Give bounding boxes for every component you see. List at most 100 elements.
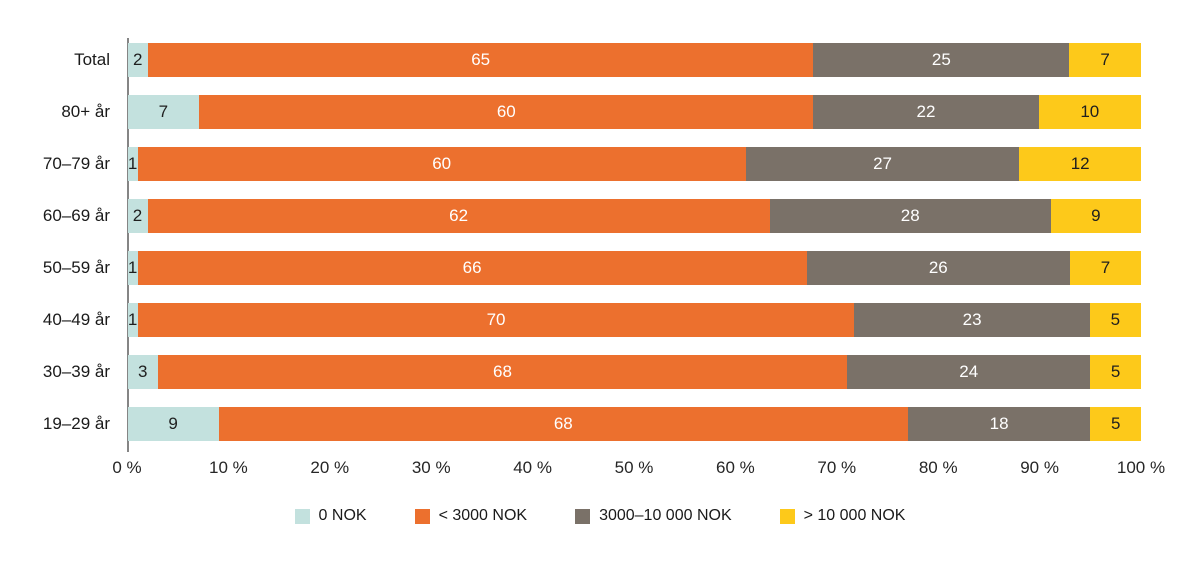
segment-value: 10 bbox=[1080, 102, 1100, 121]
segment-value: 28 bbox=[900, 206, 920, 225]
stacked-bar: 1 66 26 7 bbox=[127, 251, 1141, 285]
segment-0-nok: 3 bbox=[127, 355, 158, 389]
segment-value: 1 bbox=[127, 154, 138, 173]
x-tick-label: 20 % bbox=[310, 458, 350, 477]
segment-lt-3000-nok: 62 bbox=[147, 199, 770, 233]
segment-gt-10000-nok: 9 bbox=[1050, 199, 1141, 233]
segment-value: 9 bbox=[1091, 206, 1101, 225]
segment-value: 22 bbox=[916, 102, 936, 121]
legend-item-0-nok: 0 NOK bbox=[294, 507, 367, 525]
segment-gt-10000-nok: 5 bbox=[1090, 355, 1141, 389]
segment-gt-10000-nok: 7 bbox=[1069, 43, 1141, 77]
segment-3000-10000-nok: 28 bbox=[769, 199, 1051, 233]
stacked-bar: 3 68 24 5 bbox=[127, 355, 1141, 389]
stacked-bar: 1 70 23 5 bbox=[127, 303, 1142, 337]
legend-swatch-3000-10000-nok bbox=[575, 508, 591, 524]
segment-gt-10000-nok: 10 bbox=[1038, 95, 1141, 129]
segment-value: 5 bbox=[1110, 414, 1121, 433]
segment-lt-3000-nok: 60 bbox=[137, 147, 746, 181]
segment-3000-10000-nok: 18 bbox=[907, 407, 1091, 441]
legend-item-3000-10000-nok: 3000–10 000 NOK bbox=[575, 507, 732, 525]
legend-label: 0 NOK bbox=[318, 507, 367, 524]
x-tick-label: 30 % bbox=[411, 458, 451, 477]
bar-row: 40–49 år 1 70 23 5 bbox=[0, 303, 1141, 337]
segment-3000-10000-nok: 22 bbox=[813, 95, 1039, 129]
segment-0-nok: 1 bbox=[127, 303, 138, 337]
x-tick-label: 90 % bbox=[1020, 458, 1059, 477]
segment-value: 60 bbox=[496, 102, 516, 121]
segment-gt-10000-nok: 7 bbox=[1070, 251, 1141, 285]
segment-value: 60 bbox=[432, 154, 452, 173]
stacked-bar: 9 68 18 5 bbox=[127, 407, 1142, 441]
segment-0-nok: 1 bbox=[127, 251, 138, 285]
segment-3000-10000-nok: 25 bbox=[813, 43, 1070, 77]
bar-row: 80+ år 7 60 22 10 bbox=[0, 95, 1141, 129]
segment-lt-3000-nok: 66 bbox=[137, 251, 807, 285]
legend-swatch-lt-3000-nok bbox=[414, 508, 430, 524]
legend-label: > 10 000 NOK bbox=[803, 507, 906, 524]
segment-value: 2 bbox=[133, 50, 143, 69]
segment-value: 68 bbox=[493, 362, 512, 381]
segment-value: 1 bbox=[127, 310, 138, 329]
legend-item-lt-3000-nok: < 3000 NOK bbox=[414, 507, 528, 525]
segment-value: 7 bbox=[1100, 50, 1110, 69]
segment-0-nok: 1 bbox=[127, 147, 138, 181]
segment-0-nok: 2 bbox=[127, 43, 148, 77]
segment-value: 2 bbox=[132, 206, 143, 225]
category-label: 50–59 år bbox=[42, 258, 110, 277]
segment-value: 62 bbox=[449, 206, 469, 225]
bar-row: 30–39 år 3 68 24 5 bbox=[0, 355, 1141, 389]
x-tick-label: 80 % bbox=[918, 458, 958, 477]
x-tick-label: 10 % bbox=[209, 458, 248, 477]
segment-value: 68 bbox=[553, 414, 573, 433]
segment-value: 26 bbox=[928, 258, 948, 277]
legend-swatch-0-nok bbox=[294, 508, 310, 524]
segment-value: 5 bbox=[1110, 362, 1121, 381]
segment-value: 7 bbox=[1100, 258, 1111, 277]
segment-value: 27 bbox=[873, 154, 893, 173]
legend-item-gt-10000-nok: > 10 000 NOK bbox=[779, 507, 906, 525]
segment-lt-3000-nok: 68 bbox=[157, 355, 848, 389]
legend-label: < 3000 NOK bbox=[438, 507, 528, 524]
segment-3000-10000-nok: 26 bbox=[806, 251, 1071, 285]
stacked-bar: 1 60 27 12 bbox=[127, 147, 1141, 181]
segment-0-nok: 2 bbox=[127, 199, 148, 233]
segment-value: 1 bbox=[127, 258, 138, 277]
legend-swatch-gt-10000-nok bbox=[779, 508, 795, 524]
category-label: 60–69 år bbox=[42, 206, 110, 225]
category-label: 19–29 år bbox=[42, 414, 110, 433]
segment-value: 23 bbox=[962, 310, 982, 329]
segment-value: 25 bbox=[931, 50, 951, 69]
category-label: Total bbox=[74, 50, 110, 69]
stacked-bar: 7 60 22 10 bbox=[127, 95, 1141, 129]
x-tick-label: 60 % bbox=[716, 458, 755, 477]
segment-gt-10000-nok: 5 bbox=[1089, 303, 1141, 337]
segment-value: 66 bbox=[462, 258, 482, 277]
segment-lt-3000-nok: 65 bbox=[147, 43, 814, 77]
segment-value: 18 bbox=[989, 414, 1009, 433]
bar-row: 50–59 år 1 66 26 7 bbox=[0, 251, 1141, 285]
plot-area: Total 2 65 25 7 80+ år 7 60 22 10 70–79 år 1 60 27 12 6… bbox=[0, 43, 1142, 459]
x-tick-label: 40 % bbox=[513, 458, 552, 477]
y-axis-line bbox=[127, 38, 129, 452]
segment-gt-10000-nok: 5 bbox=[1090, 407, 1142, 441]
stacked-bar: 2 62 28 9 bbox=[127, 199, 1141, 233]
segment-value: 9 bbox=[168, 414, 178, 433]
segment-lt-3000-nok: 60 bbox=[199, 95, 814, 129]
bar-row: Total 2 65 25 7 bbox=[0, 43, 1141, 77]
segment-lt-3000-nok: 70 bbox=[137, 303, 855, 337]
segment-value: 7 bbox=[158, 102, 169, 121]
category-label: 70–79 år bbox=[42, 154, 110, 173]
segment-3000-10000-nok: 23 bbox=[854, 303, 1090, 337]
segment-0-nok: 7 bbox=[127, 95, 200, 129]
bar-row: 19–29 år 9 68 18 5 bbox=[0, 407, 1142, 441]
segment-value: 3 bbox=[137, 362, 148, 381]
segment-value: 65 bbox=[471, 50, 491, 69]
legend: 0 NOK < 3000 NOK 3000–10 000 NOK > 10 000 N… bbox=[0, 507, 1200, 525]
segment-3000-10000-nok: 24 bbox=[847, 355, 1091, 389]
segment-3000-10000-nok: 27 bbox=[745, 147, 1020, 181]
segment-lt-3000-nok: 68 bbox=[218, 407, 908, 441]
segment-value: 70 bbox=[486, 310, 506, 329]
segment-value: 12 bbox=[1070, 154, 1090, 173]
